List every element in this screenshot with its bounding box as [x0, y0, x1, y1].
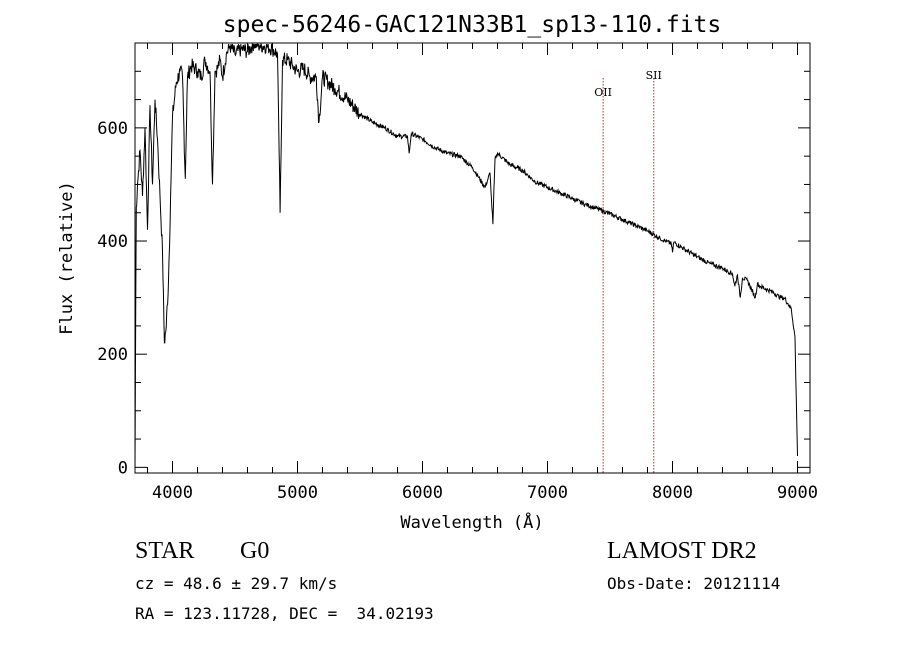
y-tick-label: 600: [97, 119, 128, 139]
spectrum-line: [134, 42, 798, 468]
x-tick-label: 6000: [402, 483, 443, 503]
x-tick-label: 5000: [277, 483, 318, 503]
y-tick-labels: 0 200 400 600: [97, 119, 128, 478]
y-tick-label: 0: [118, 458, 128, 478]
x-axis-label: Wavelength (Å): [400, 511, 543, 533]
ra-dec: RA = 123.11728, DEC = 34.02193: [135, 604, 434, 623]
marker-label-sii: SII: [646, 69, 662, 82]
x-tick-labels: 4000 5000 6000 7000 8000 9000: [152, 483, 818, 503]
redshift-value: cz = 48.6 ± 29.7 km/s: [135, 574, 338, 593]
obs-date: Obs-Date: 20121114: [607, 574, 781, 593]
chart-title: spec-56246-GAC121N33B1_sp13-110.fits: [223, 12, 722, 38]
y-tick-label: 400: [97, 232, 128, 252]
line-markers: OII SII: [594, 69, 662, 473]
object-subclass: G0: [240, 538, 270, 564]
axis-ticks: [135, 42, 810, 473]
x-tick-label: 4000: [152, 483, 193, 503]
x-tick-label: 9000: [777, 483, 818, 503]
survey-name: LAMOST DR2: [607, 538, 757, 564]
y-tick-label: 200: [97, 345, 128, 365]
object-class: STAR: [135, 538, 195, 564]
plot-frame: [134, 42, 811, 474]
x-tick-label: 8000: [652, 483, 693, 503]
x-tick-label: 7000: [527, 483, 568, 503]
marker-label-oii: OII: [594, 86, 612, 99]
y-axis-label: Flux (relative): [57, 181, 77, 335]
